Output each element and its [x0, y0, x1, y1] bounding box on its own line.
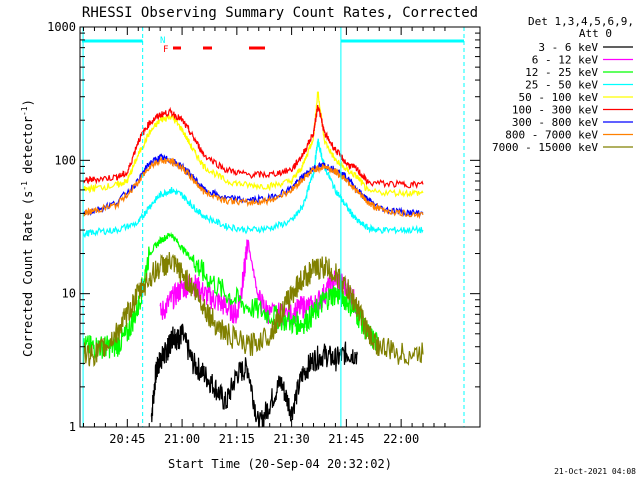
- legend-label-5: 100 - 300 keV: [512, 104, 598, 117]
- y-label-part2: detector: [21, 116, 35, 181]
- x-tick-label: 21:45: [328, 432, 364, 446]
- y-label-part3: ): [21, 99, 35, 106]
- series-line-7: [82, 156, 424, 220]
- series-line-2: [82, 231, 380, 360]
- y-tick-label: 1000: [47, 20, 76, 34]
- legend-header-2: Att 0: [579, 27, 612, 40]
- y-label-sup2: -1: [20, 106, 29, 116]
- x-tick-label: 21:30: [274, 432, 310, 446]
- series-line-4: [83, 91, 424, 198]
- footer-timestamp: 21-Oct-2021 04:08: [554, 467, 636, 476]
- series-layer: [82, 91, 424, 428]
- legend-label-8: 7000 - 15000 keV: [492, 141, 598, 154]
- x-tick-label: 22:00: [383, 432, 419, 446]
- legend-label-4: 50 - 100 keV: [519, 91, 599, 104]
- legend-label-0: 3 - 6 keV: [538, 41, 598, 54]
- legend-label-1: 6 - 12 keV: [532, 54, 599, 67]
- legend-label-2: 12 - 25 keV: [525, 66, 598, 79]
- series-line-6: [82, 153, 424, 219]
- y-axis-label: Corrected Count Rate (s-1 detector-1): [20, 99, 35, 357]
- f-flag-label: F: [163, 45, 168, 55]
- legend-label-6: 300 - 800 keV: [512, 116, 598, 129]
- y-tick-label: 1: [69, 420, 76, 434]
- legend-label-3: 25 - 50 keV: [525, 79, 598, 92]
- series-line-3: [82, 138, 424, 239]
- series-line-0: [150, 323, 358, 428]
- x-tick-label: 20:45: [109, 432, 145, 446]
- y-label-part1: Corrected Count Rate (s: [21, 191, 35, 357]
- x-axis-label: Start Time (20-Sep-04 20:32:02): [168, 457, 392, 471]
- y-tick-label: 100: [54, 153, 76, 167]
- legend-header-1: Det 1,3,4,5,6,9,: [528, 15, 634, 28]
- axis-layer: 1 10 100 1000 20:45 21:00 21:15 21:30 21:45 22:00: [47, 20, 480, 446]
- series-line-5: [82, 104, 424, 189]
- x-tick-label: 21:00: [164, 432, 200, 446]
- n-flag-label: N: [160, 36, 165, 46]
- legend-label-7: 800 - 7000 keV: [505, 129, 598, 142]
- overlay-layer: NF: [82, 27, 465, 427]
- plot-frame: [79, 26, 481, 428]
- x-tick-label: 21:15: [219, 432, 255, 446]
- chart-title: RHESSI Observing Summary Count Rates, Co…: [82, 5, 478, 21]
- y-label-sup1: -1: [20, 181, 29, 191]
- y-tick-label: 10: [62, 287, 76, 301]
- svg-text:Corrected Count Rate (s-1 dete: Corrected Count Rate (s-1 detector-1): [20, 99, 35, 357]
- series-line-8: [82, 251, 424, 368]
